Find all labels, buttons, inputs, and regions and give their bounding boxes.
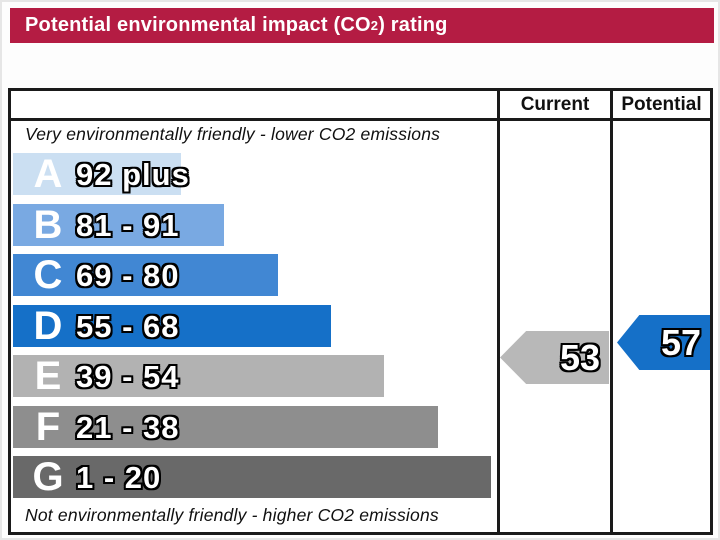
column-divider-current — [497, 91, 500, 532]
page-title: Potential environmental impact (CO 2) rat… — [10, 8, 714, 43]
band-letter-e: E — [34, 354, 62, 398]
scale-label-bottom: Not environmentally friendly - higher CO… — [25, 505, 439, 525]
rating-band-d: D 55 - 68 — [13, 305, 331, 347]
band-range-d: 55 - 68 — [76, 308, 180, 344]
current-rating-arrow: 53 — [500, 331, 609, 384]
scale-label-top: Very environmentally friendly - lower CO… — [25, 124, 441, 144]
rating-band-b: B 81 - 91 — [13, 204, 224, 246]
page-title-text: Potential environmental impact (CO — [25, 14, 371, 36]
band-range-a: 92 plus — [76, 156, 190, 192]
rating-chart-table: Current Potential Very environmentally f… — [8, 88, 713, 535]
band-letter-g: G — [32, 455, 64, 499]
band-letter-b: B — [33, 203, 63, 247]
rating-band-c: C 69 - 80 — [13, 254, 278, 296]
column-header-current: Current — [520, 93, 590, 115]
header-row-divider — [11, 118, 710, 121]
rating-band-g: G 1 - 20 — [13, 456, 491, 498]
page-title-suffix: ) rating — [378, 14, 448, 36]
column-header-potential: Potential — [621, 93, 702, 115]
band-range-c: 69 - 80 — [76, 257, 180, 293]
current-rating-value: 53 — [559, 336, 600, 378]
rating-band-a: A 92 plus — [13, 152, 189, 196]
band-letter-d: D — [33, 304, 63, 348]
band-range-g: 1 - 20 — [76, 459, 162, 495]
band-range-b: 81 - 91 — [76, 207, 180, 243]
band-letter-a: A — [33, 152, 63, 196]
band-letter-c: C — [33, 253, 63, 297]
potential-rating-value: 57 — [660, 321, 701, 363]
rating-band-f: F 21 - 38 — [13, 406, 438, 448]
column-divider-potential — [610, 91, 613, 532]
rating-band-e: E 39 - 54 — [13, 355, 384, 397]
band-letter-f: F — [35, 405, 61, 449]
potential-rating-arrow: 57 — [617, 315, 710, 370]
band-range-e: 39 - 54 — [76, 358, 180, 394]
band-range-f: 21 - 38 — [76, 409, 180, 445]
